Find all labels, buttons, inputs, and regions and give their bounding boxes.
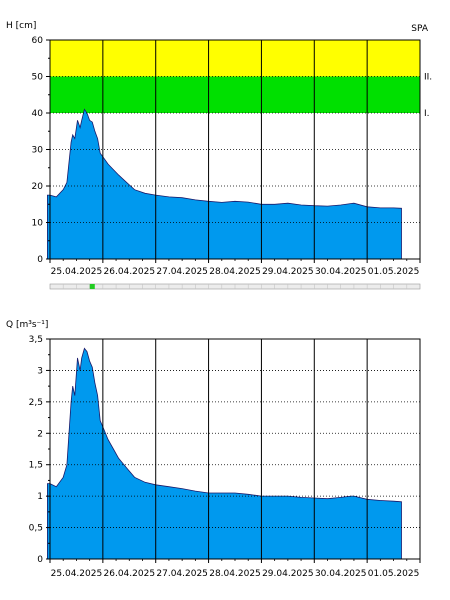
series-area <box>47 347 402 560</box>
series-area <box>47 108 402 260</box>
x-tick-label: 28.04.2025 <box>209 569 261 579</box>
x-tick-label: 30.04.2025 <box>315 569 367 579</box>
x-tick-label: 26.04.2025 <box>104 267 156 277</box>
warning-band-label-2: II. <box>424 73 432 83</box>
x-tick-label: 27.04.2025 <box>156 267 208 277</box>
x-tick-label: 01.05.2025 <box>368 267 420 277</box>
x-tick-label: 30.04.2025 <box>315 267 367 277</box>
x-tick-label: 25.04.2025 <box>51 267 103 277</box>
x-tick-label: 25.04.2025 <box>51 569 103 579</box>
x-tick-label: 28.04.2025 <box>209 267 261 277</box>
timeline-marker[interactable] <box>89 284 95 289</box>
x-tick-label: 01.05.2025 <box>368 569 420 579</box>
y-tick-label: 2,5 <box>29 398 43 408</box>
station-code: SPA <box>411 24 429 34</box>
y-tick-label: 0,5 <box>29 524 43 534</box>
y-tick-label: 20 <box>32 182 44 192</box>
y-tick-label: 50 <box>32 73 44 83</box>
timeline-scrollbar[interactable] <box>49 283 421 290</box>
water-level-chart: I. II. 0 10 20 30 40 50 60 25.04.2025 26.04.2025 27… <box>6 21 432 277</box>
y-tick-label: 0 <box>37 255 43 265</box>
warning-band-2 <box>50 40 420 77</box>
x-tick-label: 26.04.2025 <box>104 569 156 579</box>
warning-band-label-1: I. <box>424 109 430 119</box>
y-tick-label: 60 <box>32 36 44 46</box>
y-tick-label: 0 <box>37 555 43 565</box>
y-tick-label: 3 <box>37 366 43 376</box>
y-axis-title: H [cm] <box>6 21 36 31</box>
y-tick-label: 1 <box>37 492 43 502</box>
y-tick-label: 40 <box>32 109 44 119</box>
warning-band-1 <box>50 76 420 113</box>
y-tick-label: 30 <box>32 146 44 156</box>
discharge-chart: 0 0,5 1 1,5 2 2,5 3 3,5 25.04.2025 26.04.2025 27.0… <box>6 320 421 579</box>
x-tick-label: 29.04.2025 <box>262 267 314 277</box>
y-tick-label: 3,5 <box>29 335 43 345</box>
y-tick-label: 10 <box>32 219 44 229</box>
y-tick-label: 2 <box>37 429 43 439</box>
y-axis-title: Q [m³s⁻¹] <box>6 320 48 330</box>
plot-frame <box>49 39 421 260</box>
plot-frame <box>49 338 421 560</box>
y-tick-label: 1,5 <box>29 461 43 471</box>
x-tick-label: 29.04.2025 <box>262 569 314 579</box>
x-tick-label: 27.04.2025 <box>156 569 208 579</box>
